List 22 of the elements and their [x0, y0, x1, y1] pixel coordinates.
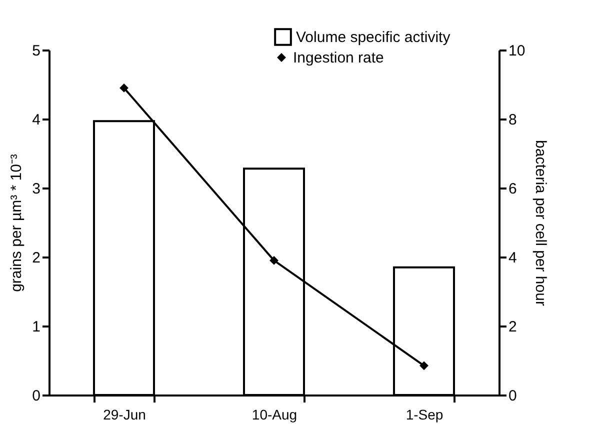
- y2-tick-label: 6: [508, 180, 517, 198]
- y-tick-label: 5: [32, 42, 40, 60]
- y-tick-label: 3: [32, 180, 40, 198]
- x-tick-label: 10-Aug: [252, 406, 298, 422]
- y2-tick-label: 4: [508, 250, 517, 266]
- y-tick-label: 4: [32, 112, 40, 128]
- y2-tick-label: 0: [508, 388, 517, 404]
- y2-tick-label: 10: [508, 42, 526, 60]
- point: [270, 256, 278, 265]
- y2-axis-title: bacteria per cell per hour: [532, 140, 550, 306]
- x-tick-label: 1-Sep: [406, 406, 444, 422]
- y2-tick-label: 2: [508, 318, 517, 336]
- y-axis-title: grains per µm³ * 10⁻³: [8, 154, 26, 292]
- point: [120, 83, 128, 92]
- point: [420, 361, 428, 370]
- y-tick-label: 0: [32, 388, 40, 404]
- x-tick-label: 29-Jun: [103, 406, 146, 422]
- legend-label: Ingestion rate: [293, 50, 384, 66]
- legend-label: Volume specific activity: [296, 29, 451, 46]
- y-tick-label: 1: [32, 318, 40, 336]
- y-tick-label: 2: [32, 250, 40, 266]
- y2-tick-label: 8: [508, 112, 517, 128]
